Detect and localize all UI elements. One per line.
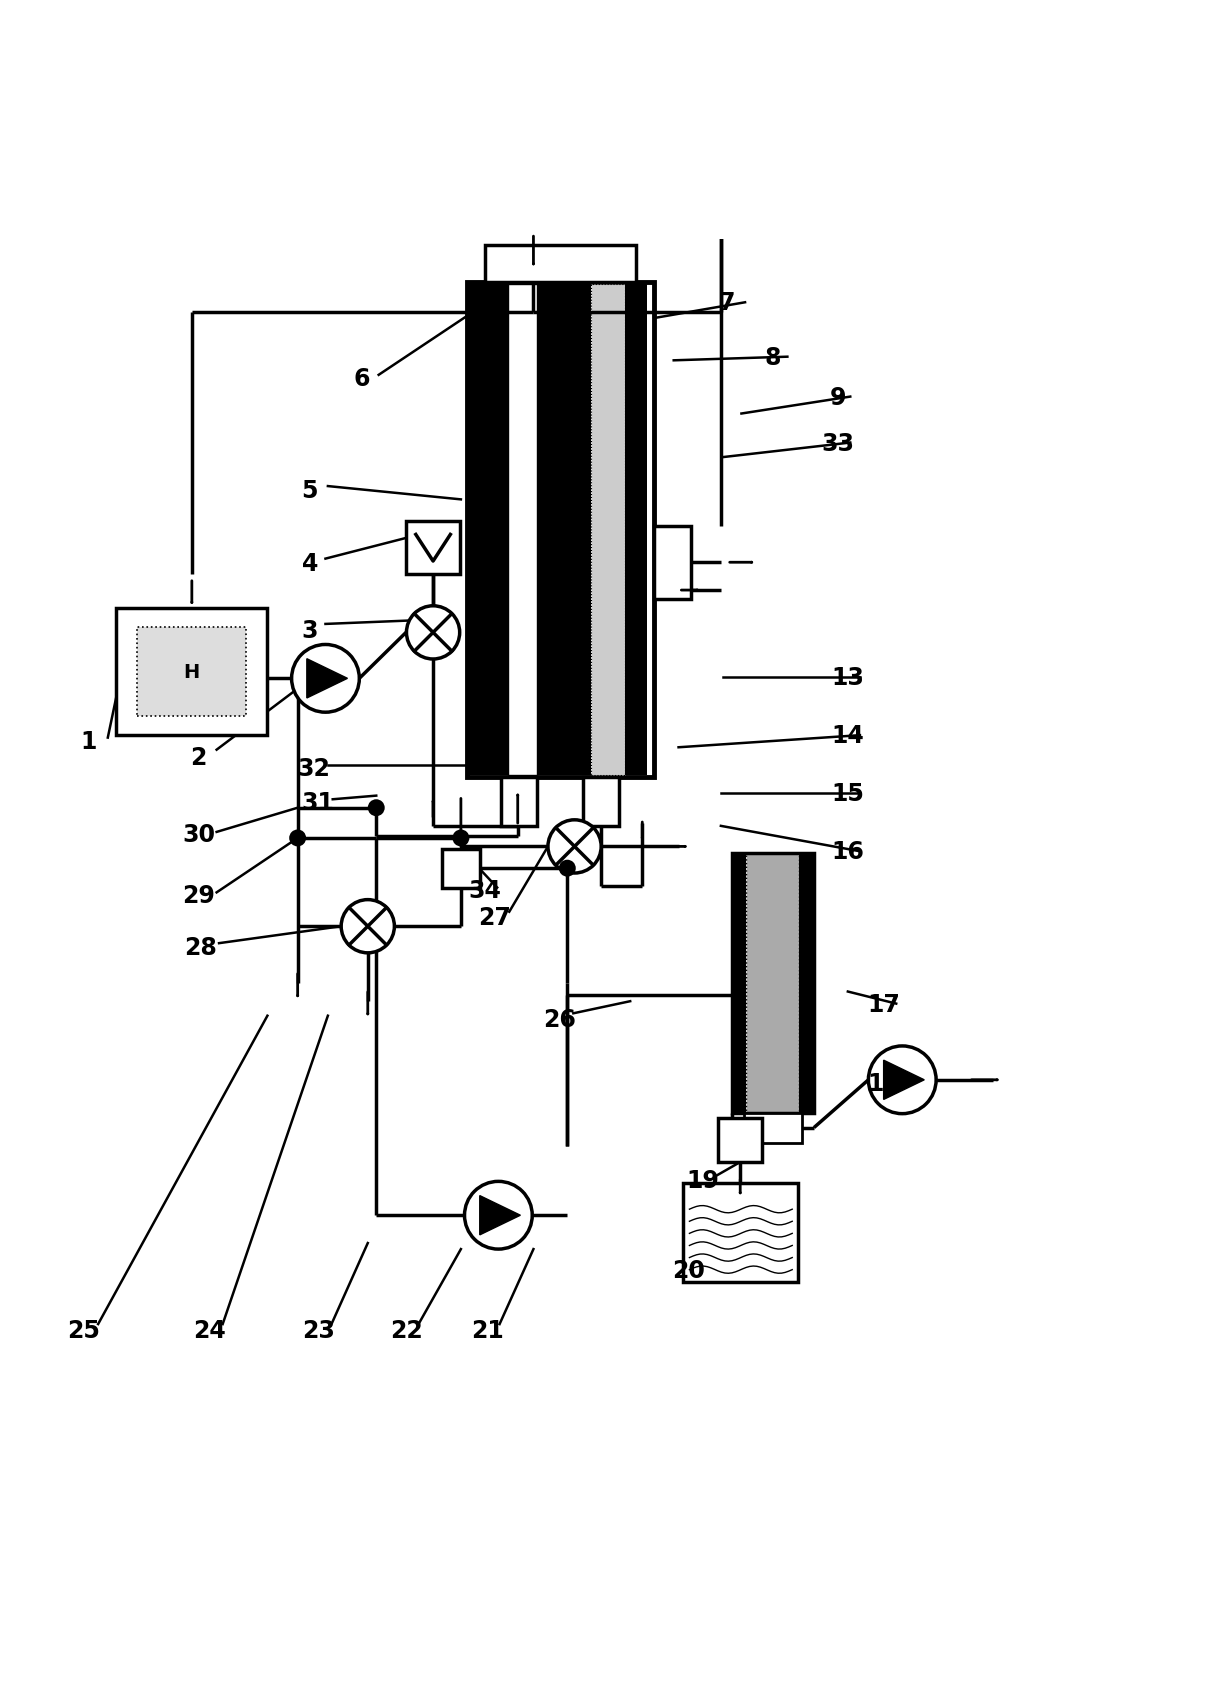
Bar bbox=[747, 853, 800, 1113]
Circle shape bbox=[342, 900, 394, 953]
Circle shape bbox=[292, 645, 359, 713]
Bar bbox=[583, 779, 619, 826]
Bar bbox=[800, 853, 814, 1113]
Text: 7: 7 bbox=[719, 291, 736, 316]
Text: 3: 3 bbox=[302, 618, 318, 642]
Bar bbox=[654, 527, 691, 600]
Bar bbox=[467, 282, 654, 779]
Text: 18: 18 bbox=[868, 1073, 901, 1096]
Bar bbox=[537, 285, 591, 775]
Text: 19: 19 bbox=[686, 1169, 719, 1192]
Circle shape bbox=[290, 829, 307, 846]
Bar bbox=[732, 853, 747, 1113]
Text: 9: 9 bbox=[830, 385, 846, 409]
Text: 30: 30 bbox=[182, 823, 215, 846]
Bar bbox=[591, 285, 625, 775]
Text: 31: 31 bbox=[302, 790, 335, 814]
Circle shape bbox=[452, 829, 469, 846]
Polygon shape bbox=[307, 659, 348, 699]
Text: 2: 2 bbox=[190, 745, 207, 770]
Bar bbox=[508, 285, 537, 775]
Text: 5: 5 bbox=[302, 478, 318, 502]
Text: 14: 14 bbox=[831, 725, 864, 748]
Circle shape bbox=[406, 606, 459, 660]
Bar bbox=[732, 853, 814, 1113]
Text: 15: 15 bbox=[831, 782, 864, 806]
Bar bbox=[116, 608, 268, 736]
Bar bbox=[625, 285, 647, 775]
Bar bbox=[501, 779, 537, 826]
Text: 16: 16 bbox=[831, 839, 864, 863]
Bar bbox=[684, 1182, 799, 1282]
Bar bbox=[441, 850, 480, 888]
Text: 32: 32 bbox=[297, 757, 330, 780]
Text: 27: 27 bbox=[479, 905, 511, 929]
Text: 23: 23 bbox=[302, 1319, 335, 1343]
Bar bbox=[137, 628, 246, 716]
Text: 6: 6 bbox=[354, 367, 370, 392]
Polygon shape bbox=[884, 1061, 925, 1100]
Text: 29: 29 bbox=[182, 883, 215, 907]
Text: 28: 28 bbox=[184, 936, 217, 959]
Text: H: H bbox=[184, 662, 200, 682]
Text: 33: 33 bbox=[822, 431, 854, 456]
Text: 20: 20 bbox=[671, 1258, 704, 1282]
Circle shape bbox=[548, 821, 601, 873]
Text: 26: 26 bbox=[544, 1008, 577, 1032]
Circle shape bbox=[464, 1182, 532, 1250]
Circle shape bbox=[367, 801, 384, 817]
Text: 17: 17 bbox=[868, 991, 901, 1017]
Text: 34: 34 bbox=[469, 878, 502, 902]
Text: 24: 24 bbox=[193, 1319, 225, 1343]
Bar bbox=[719, 1118, 762, 1162]
Text: 25: 25 bbox=[67, 1319, 101, 1343]
Text: 22: 22 bbox=[390, 1319, 423, 1343]
Circle shape bbox=[559, 860, 576, 877]
Bar bbox=[744, 1113, 802, 1143]
Bar bbox=[485, 247, 636, 282]
Bar bbox=[406, 522, 459, 574]
Text: 8: 8 bbox=[765, 346, 781, 370]
Text: 13: 13 bbox=[831, 665, 864, 689]
Bar bbox=[469, 285, 508, 775]
Polygon shape bbox=[480, 1196, 520, 1235]
Text: 1: 1 bbox=[80, 730, 97, 753]
Text: 21: 21 bbox=[471, 1319, 504, 1343]
Circle shape bbox=[869, 1045, 936, 1115]
Text: 4: 4 bbox=[302, 552, 318, 576]
